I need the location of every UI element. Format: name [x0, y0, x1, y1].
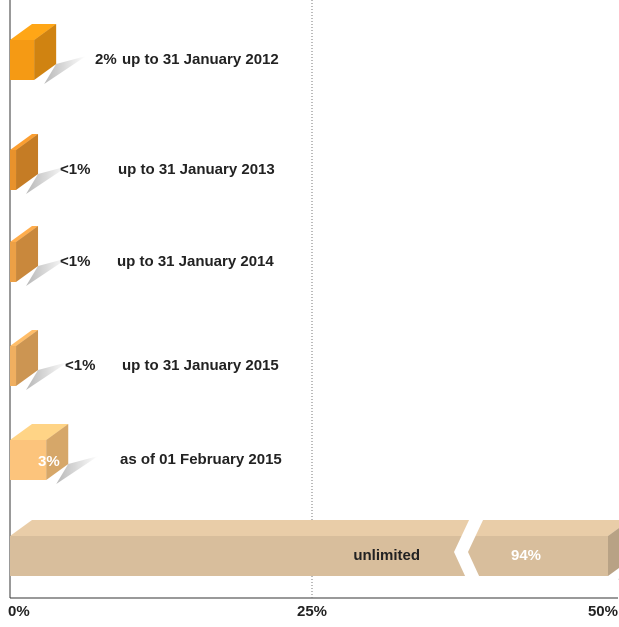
bar-side: [16, 226, 39, 282]
category-label: up to 31 January 2012: [122, 51, 279, 68]
bar: [10, 150, 17, 190]
bar: [10, 40, 35, 80]
bar-top: [10, 424, 69, 440]
bar-group: [10, 24, 87, 84]
bar-shadow: [26, 258, 69, 286]
value-label: 94%: [511, 547, 541, 564]
bar-shadow: [26, 166, 69, 194]
bar-top: [10, 520, 619, 536]
bar-shadow: [26, 362, 69, 390]
bar-side: [34, 24, 57, 80]
bar-top: [10, 24, 57, 40]
axis-break: [454, 518, 484, 578]
bar-side: [16, 134, 39, 190]
bar-side: [16, 330, 39, 386]
category-label: up to 31 January 2015: [122, 357, 279, 374]
x-tick-label: 25%: [297, 603, 327, 620]
bar-group: [10, 424, 99, 484]
bar-top: [10, 134, 39, 150]
category-label: up to 31 January 2014: [117, 253, 274, 270]
value-label: <1%: [65, 357, 95, 374]
bar: [10, 536, 608, 576]
bar-top: [10, 330, 39, 346]
bar-group: [10, 330, 69, 390]
bar-side: [46, 424, 69, 480]
bar: [10, 346, 17, 386]
value-label: 3%: [38, 453, 60, 470]
value-label: 2%: [95, 51, 117, 68]
bar-shadow: [56, 456, 99, 484]
x-tick-label: 50%: [588, 603, 618, 620]
value-label: <1%: [60, 161, 90, 178]
value-label: <1%: [60, 253, 90, 270]
bar-side: [608, 528, 619, 576]
bar-top: [10, 226, 39, 242]
bar-group: [10, 520, 619, 580]
bar: [10, 242, 17, 282]
bar-shadow: [44, 56, 87, 84]
category-label: unlimited: [353, 547, 420, 564]
category-label: up to 31 January 2013: [118, 161, 275, 178]
x-tick-label: 0%: [8, 603, 30, 620]
bar: [10, 440, 47, 480]
category-label: as of 01 February 2015: [120, 451, 282, 468]
bar-group: [10, 134, 69, 194]
bar-group: [10, 226, 69, 286]
